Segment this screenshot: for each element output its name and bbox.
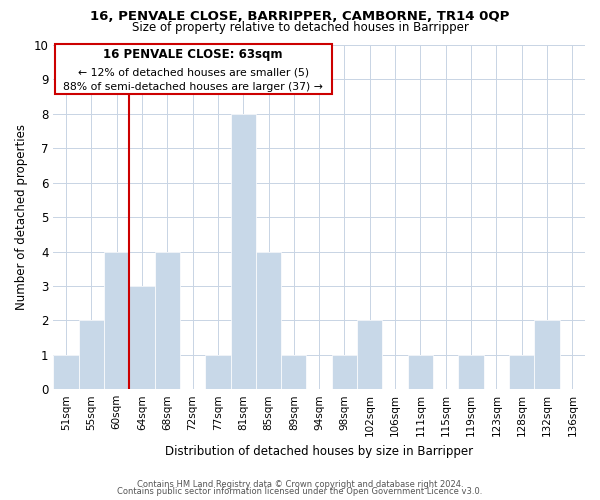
Text: 16, PENVALE CLOSE, BARRIPPER, CAMBORNE, TR14 0QP: 16, PENVALE CLOSE, BARRIPPER, CAMBORNE, … xyxy=(91,10,509,23)
Bar xyxy=(535,320,560,389)
Bar xyxy=(79,320,104,389)
Text: 88% of semi-detached houses are larger (37) →: 88% of semi-detached houses are larger (… xyxy=(63,82,323,92)
Text: Contains public sector information licensed under the Open Government Licence v3: Contains public sector information licen… xyxy=(118,487,482,496)
Y-axis label: Number of detached properties: Number of detached properties xyxy=(15,124,28,310)
Text: 16 PENVALE CLOSE: 63sqm: 16 PENVALE CLOSE: 63sqm xyxy=(103,48,283,61)
Bar xyxy=(256,252,281,389)
X-axis label: Distribution of detached houses by size in Barripper: Distribution of detached houses by size … xyxy=(165,444,473,458)
Bar xyxy=(205,355,230,389)
Bar xyxy=(357,320,382,389)
Bar xyxy=(281,355,307,389)
FancyBboxPatch shape xyxy=(55,44,332,94)
Bar xyxy=(509,355,535,389)
Text: Size of property relative to detached houses in Barripper: Size of property relative to detached ho… xyxy=(131,21,469,34)
Bar xyxy=(104,252,129,389)
Bar xyxy=(230,114,256,389)
Bar xyxy=(408,355,433,389)
Bar xyxy=(458,355,484,389)
Bar xyxy=(53,355,79,389)
Text: ← 12% of detached houses are smaller (5): ← 12% of detached houses are smaller (5) xyxy=(77,68,309,78)
Bar xyxy=(129,286,155,389)
Text: Contains HM Land Registry data © Crown copyright and database right 2024.: Contains HM Land Registry data © Crown c… xyxy=(137,480,463,489)
Bar xyxy=(155,252,180,389)
Bar xyxy=(332,355,357,389)
